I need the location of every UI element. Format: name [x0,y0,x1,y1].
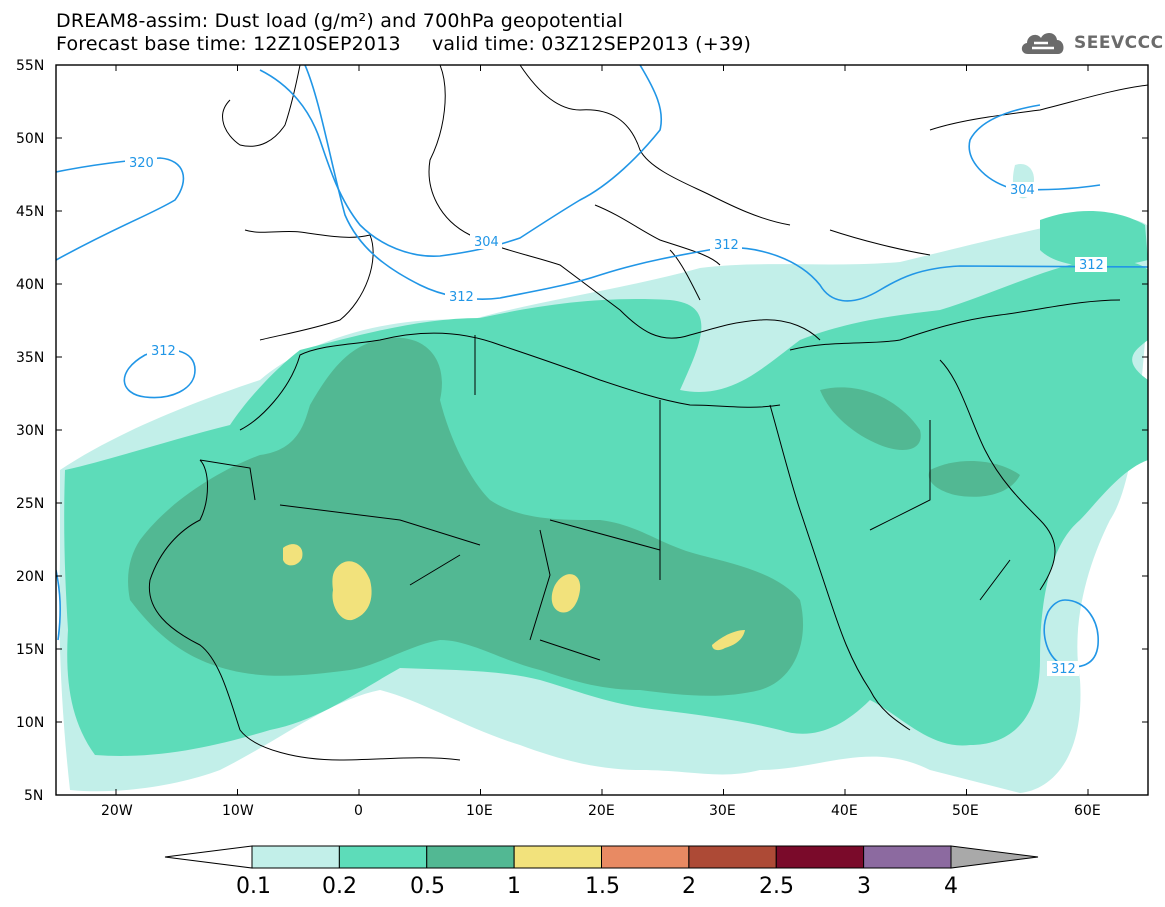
lat-label: 10N [16,715,44,731]
lat-label: 50N [16,131,44,147]
map-area: 320 304 312 312 312 304 312 312 [56,65,1148,795]
colorbar-box [251,845,340,869]
colorbar-tick: 1.5 [585,874,620,899]
contour-label: 304 [1010,183,1035,198]
lon-label: 60E [1074,803,1101,819]
contour-label: 320 [129,156,154,171]
contour-label: 312 [449,290,474,305]
colorbar-box [338,845,428,869]
colorbar-tick: 3 [857,874,871,899]
lon-label: 20E [588,803,615,819]
colorbar-tick: 2 [682,874,696,899]
colorbar: 0.1 0.2 0.5 1 1.5 2 2.5 3 4 [164,845,1039,899]
lat-label: 5N [24,788,43,804]
lat-label: 40N [16,277,44,293]
colorbar-box [775,845,865,869]
colorbar-box [688,845,777,869]
colorbar-tick: 4 [944,874,958,899]
lat-label: 45N [16,204,44,220]
colorbar-box [513,845,602,869]
latitude-axis: 55N 50N 45N 40N 35N 30N 25N 20N 15N 10N … [16,58,1148,804]
contour-label: 304 [474,235,499,250]
lon-label: 10W [222,803,254,819]
contour-312-west [304,65,1148,302]
colorbar-tick: 1 [507,874,521,899]
lon-label: 50E [952,803,979,819]
seevccc-logo: SEEVCCC [1018,28,1164,58]
cloud-icon [1021,32,1064,54]
lon-label: 10E [466,803,493,819]
colorbar-box [426,845,515,869]
logo-text: SEEVCCC [1074,33,1164,53]
dust-level-0.5 [128,337,1020,696]
colorbar-tick: 0.1 [236,874,271,899]
contour-304-east [968,104,1101,191]
lat-label: 35N [16,350,44,366]
colorbar-tick: 2.5 [759,874,794,899]
lon-label: 30E [709,803,736,819]
dust-level-1 [283,544,745,651]
contour-labels: 320 304 312 312 312 304 312 312 [125,155,1107,677]
contour-320 [56,157,185,261]
longitude-axis: 20W 10W 0 10E 20E 30E 40E 50E 60E [101,65,1101,819]
lat-label: 20N [16,569,44,585]
map-title: DREAM8-assim: Dust load (g/m²) and 700hP… [56,10,624,32]
colorbar-low-arrow [164,845,253,869]
contour-304-west [259,65,663,257]
colorbar-box [863,845,952,869]
lon-label: 20W [101,803,133,819]
forecast-time-line: Forecast base time: 12Z10SEP2013 valid t… [56,33,752,55]
lat-label: 25N [16,496,44,512]
contour-label: 312 [714,238,739,253]
lon-label: 0 [354,803,363,819]
contour-label: 312 [151,344,176,359]
colorbar-high-arrow [950,845,1039,869]
country-borders [148,65,1148,761]
contour-label: 312 [1079,258,1104,273]
contour-312-atlantic [123,349,196,399]
lon-label: 40E [831,803,858,819]
colorbar-tick: 0.2 [322,874,357,899]
colorbar-tick: 0.5 [410,874,445,899]
lat-label: 15N [16,642,44,658]
lat-label: 30N [16,423,44,439]
lat-label: 55N [16,58,44,74]
contour-label: 312 [1051,662,1076,677]
colorbar-box [601,845,690,869]
